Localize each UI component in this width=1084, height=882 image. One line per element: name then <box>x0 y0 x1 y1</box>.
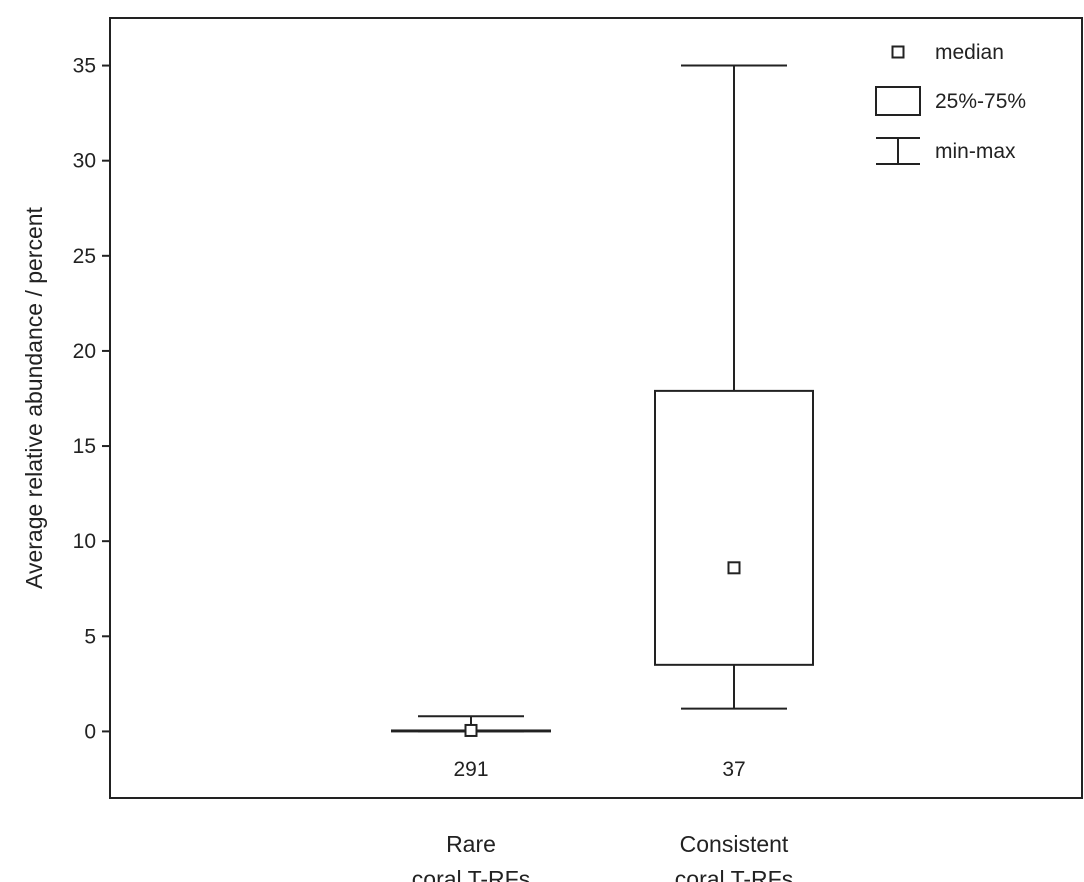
category-label: coral T-RFs <box>675 866 793 882</box>
y-tick-label: 15 <box>73 435 96 458</box>
legend-item-box: 25%-75% <box>875 86 1026 116</box>
y-axis: 0 5 10 15 20 25 30 35 <box>73 55 110 743</box>
category-label: Rare <box>446 831 496 857</box>
y-tick-label: 35 <box>73 55 96 78</box>
legend-median-symbol <box>891 45 905 59</box>
boxes <box>391 64 814 737</box>
y-tick-label: 30 <box>73 150 96 173</box>
sample-counts: 291 37 <box>453 758 745 781</box>
sample-count-label: 291 <box>453 758 488 781</box>
y-tick-label: 5 <box>84 625 96 648</box>
interquartile-box <box>654 389 814 666</box>
category-label: Consistent <box>680 831 789 857</box>
median-marker <box>464 723 478 737</box>
box-1 <box>391 715 551 737</box>
legend-label: min-max <box>935 140 1016 163</box>
plot-area-frame <box>109 17 1083 799</box>
y-axis-label: Average relative abundance / percent <box>21 206 47 589</box>
median-marker <box>727 561 741 575</box>
legend-item-median: median <box>891 41 1004 64</box>
legend-item-whisker: min-max <box>876 137 1016 165</box>
legend: median 25%-75% min-max <box>875 41 1026 165</box>
box-2 <box>654 64 814 710</box>
y-tick-label: 10 <box>73 530 96 553</box>
y-tick-label: 25 <box>73 245 96 268</box>
category-labels: Rare coral T-RFs Consistent coral T-RFs <box>412 831 793 882</box>
y-tick-label: 20 <box>73 340 96 363</box>
legend-label: median <box>935 41 1004 64</box>
sample-count-label: 37 <box>722 758 745 781</box>
legend-label: 25%-75% <box>935 90 1026 113</box>
y-tick-label: 0 <box>84 720 96 743</box>
category-label: coral T-RFs <box>412 866 530 882</box>
legend-box-symbol <box>875 86 921 116</box>
